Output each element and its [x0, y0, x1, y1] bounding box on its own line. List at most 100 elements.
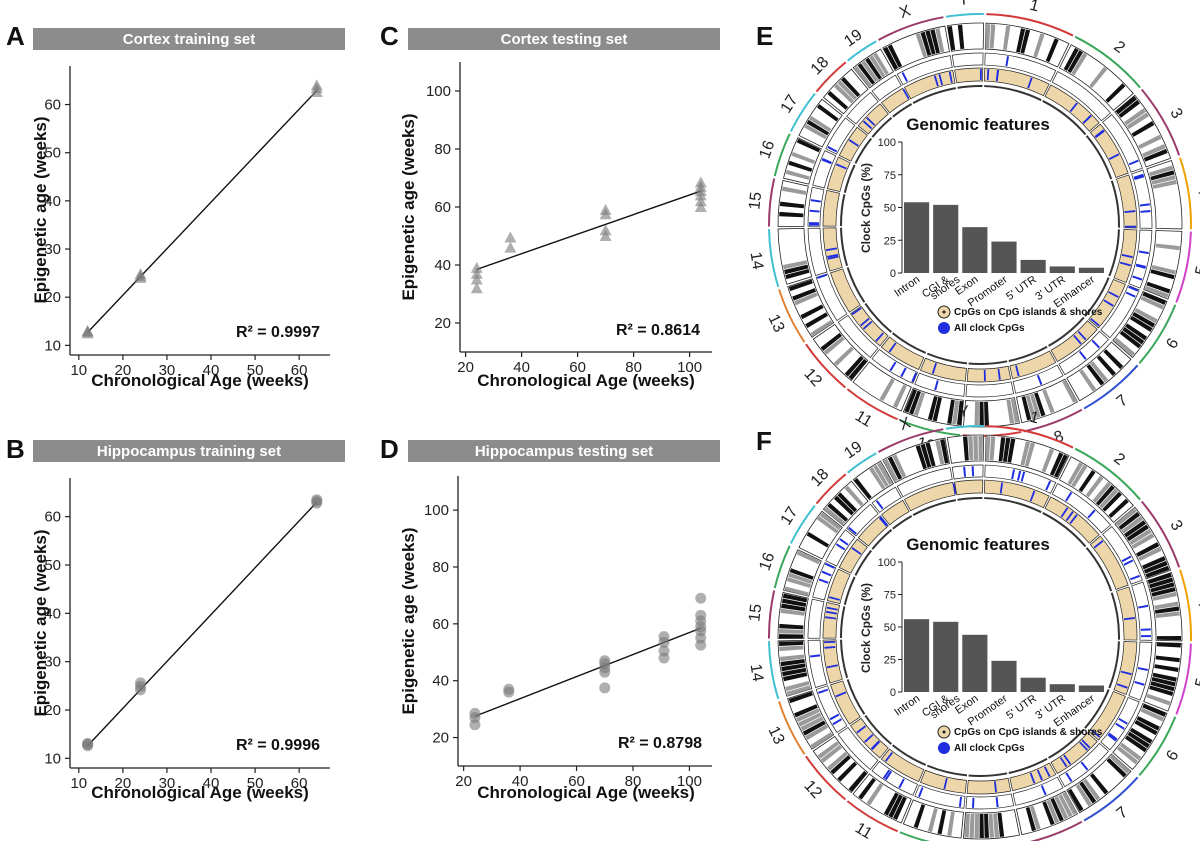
- clock-cpg-mark: [1077, 330, 1087, 341]
- cgi-track: [1089, 535, 1129, 590]
- inner-ring: [957, 85, 983, 89]
- clock-cpg-mark: [810, 654, 821, 658]
- chromosome-band: [1150, 170, 1175, 181]
- panel-letter-e: E: [756, 21, 773, 51]
- chromosome-outer-ring: [768, 178, 776, 227]
- clock-cpg-mark: [1087, 509, 1096, 519]
- chromosome-band: [940, 439, 949, 464]
- x-tick-label: 50: [247, 775, 264, 792]
- bar: [962, 227, 988, 273]
- legend-clock-marker: [938, 322, 950, 334]
- chromosome-band: [1029, 805, 1041, 830]
- clock-cpg-mark: [1103, 299, 1114, 307]
- inner-ring: [871, 117, 893, 138]
- inner-ring: [1085, 547, 1113, 592]
- panel-e-legend: CpGs on CpG islands & shores All clock C…: [937, 305, 1103, 334]
- chromosome-band: [804, 123, 827, 140]
- data-point: [504, 231, 517, 243]
- panel-b-r2: R² = 0.9996: [236, 737, 320, 754]
- clock-cpg-track: [965, 381, 1015, 398]
- inner-ring: [1110, 180, 1120, 228]
- x-tick-label: 30: [159, 362, 176, 379]
- inner-ring: [912, 499, 957, 517]
- inner-ring: [1085, 135, 1113, 180]
- chromosome-band: [909, 390, 922, 415]
- panel-letter-c: C: [380, 21, 399, 51]
- clock-cpg-mark: [889, 361, 897, 372]
- bar: [991, 660, 1017, 692]
- chromosome-band: [834, 83, 855, 104]
- chromosome-band: [988, 813, 995, 838]
- chromosome-outer-ring: [877, 428, 944, 453]
- x-tick-label: 100: [677, 773, 702, 790]
- cgi-track: [903, 481, 956, 512]
- clock-cpg-mark: [818, 688, 829, 694]
- clock-cpg-mark: [1128, 159, 1139, 166]
- clock-cpg-mark: [963, 466, 967, 477]
- chromosome-band: [1155, 655, 1180, 663]
- clock-cpg-track: [807, 186, 825, 227]
- inner-ring: [892, 515, 913, 530]
- chromosome-band: [973, 436, 978, 461]
- clock-cpg-track: [837, 726, 879, 770]
- x-tick-label: 10: [70, 362, 87, 379]
- chromosome-band: [1095, 485, 1115, 506]
- chromosome-label: 5: [1193, 265, 1200, 277]
- chromosome-outer-ring: [1074, 447, 1141, 501]
- chromosome-band: [785, 268, 810, 280]
- clock-cpg-mark: [1134, 175, 1145, 181]
- chromosome-band: [1136, 716, 1160, 731]
- clock-cpg-mark: [851, 307, 862, 316]
- chromosome-band: [1114, 337, 1136, 357]
- clock-cpg-mark: [1140, 628, 1151, 631]
- inner-ring: [1048, 316, 1085, 347]
- chromosome-band: [800, 304, 824, 320]
- chromosome-band: [989, 436, 996, 461]
- clock-cpg-mark: [829, 713, 840, 721]
- panel-letter-a: A: [6, 21, 25, 51]
- chromosome-band: [781, 603, 806, 612]
- chromosome-band: [783, 672, 808, 682]
- chromosome-band: [962, 436, 969, 461]
- chromosome-band-track: [787, 278, 835, 338]
- chromosome-band: [978, 435, 983, 461]
- chromosome-band: [1010, 398, 1020, 423]
- chromosome-band: [1122, 327, 1145, 345]
- chromosome-label: 11: [852, 820, 875, 841]
- chromosome-band: [820, 332, 842, 351]
- clock-cpg-mark: [995, 69, 999, 82]
- panel-d-hippocampus-testing: D Hippocampus testing set 20 40 60 80 100 20 4…: [380, 434, 720, 802]
- clock-cpg-track: [807, 598, 825, 639]
- chromosome-band: [861, 60, 879, 83]
- chromosome-band: [974, 813, 979, 838]
- chromosome-band: [947, 25, 956, 51]
- x-tick-label: 60: [569, 359, 586, 376]
- clock-cpg-mark: [1093, 540, 1104, 549]
- panel-letter-b: B: [6, 434, 25, 464]
- clock-cpg-track: [807, 639, 828, 688]
- inner-ring: [957, 497, 983, 501]
- clock-cpg-mark: [1137, 667, 1148, 671]
- inner-ring: [1084, 277, 1110, 317]
- inner-ring: [1042, 512, 1087, 548]
- chromosome-band: [1082, 778, 1101, 801]
- clock-cpg-mark: [943, 777, 948, 790]
- clock-cpg-mark: [878, 517, 888, 527]
- chromosome-band: [782, 667, 807, 677]
- chromosome-label: 3: [1166, 517, 1185, 533]
- x-tick-label: 60: [291, 775, 308, 792]
- y-tick-label: 40: [44, 605, 61, 622]
- clock-cpg-mark: [933, 75, 939, 87]
- chromosome-band: [779, 629, 804, 634]
- clock-cpg-mark: [1139, 203, 1150, 207]
- chromosome-outer-ring: [789, 504, 816, 544]
- clock-cpg-mark: [825, 616, 837, 620]
- chromosome-band: [783, 260, 808, 270]
- inner-ring: [1084, 689, 1110, 729]
- clock-cpg-mark: [1120, 670, 1132, 676]
- bar-category-label: 5' UTR: [1004, 693, 1039, 722]
- chromosome-band: [1127, 731, 1150, 749]
- panel-c-banner-text: Cortex testing set: [501, 31, 628, 48]
- chromosome-band: [866, 783, 884, 806]
- data-point: [658, 645, 670, 657]
